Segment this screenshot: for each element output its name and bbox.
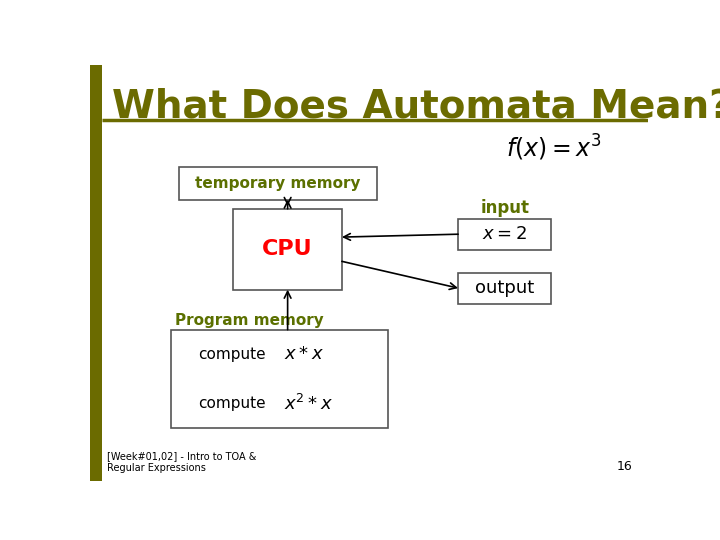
Text: [Week#01,02] - Intro to TOA &
Regular Expressions: [Week#01,02] - Intro to TOA & Regular Ex…	[107, 451, 256, 473]
Text: $x * x$: $x * x$	[284, 345, 324, 363]
Text: CPU: CPU	[262, 239, 313, 259]
Text: What Does Automata Mean?: What Does Automata Mean?	[112, 88, 720, 126]
Bar	[171, 330, 388, 428]
Text: compute: compute	[199, 347, 266, 362]
Text: 16: 16	[617, 460, 632, 473]
Text: $x = 2$: $x = 2$	[482, 225, 527, 243]
Bar	[458, 219, 551, 249]
Bar	[458, 273, 551, 303]
Bar	[233, 209, 342, 289]
Text: Program memory: Program memory	[175, 313, 324, 328]
Bar	[90, 65, 102, 481]
Text: output: output	[475, 279, 534, 297]
Text: compute: compute	[199, 396, 266, 411]
Text: input: input	[480, 199, 529, 217]
Text: $x^2 * x$: $x^2 * x$	[284, 394, 333, 414]
Bar	[179, 167, 377, 200]
Text: temporary memory: temporary memory	[195, 176, 361, 191]
Text: $f(x) = x^3$: $f(x) = x^3$	[505, 132, 601, 163]
